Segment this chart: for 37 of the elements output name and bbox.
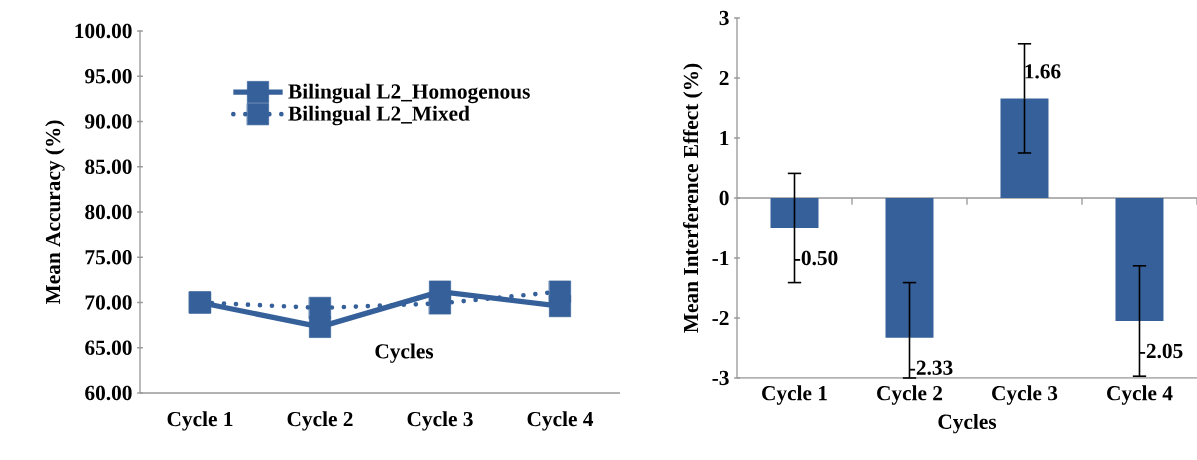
y-tick-label: 90.00 xyxy=(85,114,132,129)
data-label: -2.05 xyxy=(1139,343,1183,359)
point xyxy=(429,292,452,315)
x-tick-label: Cycle 3 xyxy=(992,385,1058,405)
legend-label: Bilingual L2_Mixed xyxy=(288,105,470,126)
y-axis-title: Mean Interference Effect (%) xyxy=(682,63,703,333)
x-tick-label: Cycle 1 xyxy=(167,411,233,431)
x-tick-label: Cycle 3 xyxy=(407,411,473,431)
point xyxy=(309,296,332,319)
y-tick-label: 65.00 xyxy=(85,340,132,355)
y-tick-label: 80.00 xyxy=(85,204,132,220)
point xyxy=(548,280,572,303)
y-tick-label: -3 xyxy=(712,370,729,386)
x-axis-title: Cycles xyxy=(375,343,434,363)
y-tick-label: 85.00 xyxy=(85,159,132,174)
y-tick-label: 75.00 xyxy=(85,250,132,265)
y-tick-label: 70.00 xyxy=(85,295,132,310)
y-tick-label: -2 xyxy=(712,310,729,326)
legend-label: Bilingual L2_Homogenous xyxy=(288,83,530,104)
y-tick-label: 60.00 xyxy=(85,385,132,401)
x-tick-label: Cycle 2 xyxy=(287,411,353,431)
y-axis-title: Mean Accuracy (%) xyxy=(45,120,65,305)
y-tick-label: 100.00 xyxy=(75,23,132,39)
y-tick-label: 3 xyxy=(719,10,729,26)
y-tick-label: 95.00 xyxy=(85,69,132,84)
x-axis-title: Cycles xyxy=(938,413,997,434)
y-tick-label: 2 xyxy=(719,70,729,86)
x-tick-label: Cycle 2 xyxy=(877,385,943,405)
x-tick-label: Cycle 4 xyxy=(527,411,594,431)
y-tick-label: -1 xyxy=(712,250,729,266)
data-label: -2.33 xyxy=(909,360,953,375)
data-label: -0.50 xyxy=(794,250,838,266)
data-label: 1.66 xyxy=(1025,64,1061,79)
y-tick-label: 0 xyxy=(719,190,729,206)
x-tick-label: Cycle 4 xyxy=(1107,385,1173,405)
x-tick-label: Cycle 1 xyxy=(762,385,827,405)
y-tick-label: 1 xyxy=(720,130,729,146)
